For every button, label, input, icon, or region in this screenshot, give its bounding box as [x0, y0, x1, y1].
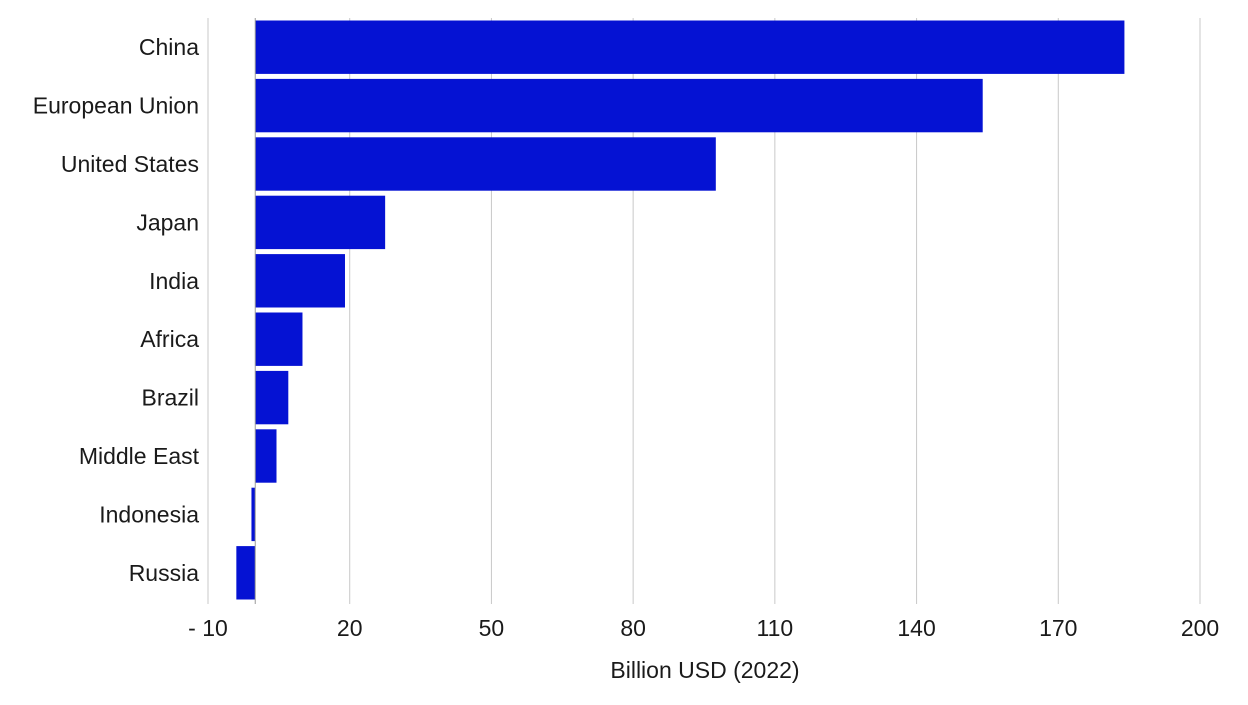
- bar: [255, 20, 1125, 74]
- category-label: Japan: [136, 209, 199, 235]
- x-tick-label: 170: [1039, 615, 1077, 641]
- x-tick-label: - 10: [188, 615, 228, 641]
- x-tick-label: 140: [897, 615, 935, 641]
- x-tick-label: 20: [337, 615, 363, 641]
- category-label: Africa: [140, 326, 199, 352]
- bar: [255, 78, 983, 133]
- category-label: Russia: [129, 560, 200, 586]
- category-label: Indonesia: [99, 501, 199, 527]
- category-label: India: [149, 268, 199, 294]
- x-axis-title: Billion USD (2022): [610, 657, 799, 683]
- category-label: Brazil: [141, 385, 199, 411]
- bar: [255, 312, 303, 366]
- bar: [255, 429, 277, 483]
- category-label: European Union: [33, 93, 199, 119]
- x-tick-label: 80: [620, 615, 646, 641]
- bar: [255, 137, 716, 191]
- category-labels: China European Union United States Japan Ind…: [33, 34, 200, 586]
- bar: [236, 546, 256, 600]
- category-label: United States: [61, 151, 199, 177]
- category-label: Middle East: [79, 443, 200, 469]
- bar: [251, 487, 256, 542]
- bar: [255, 254, 345, 308]
- category-label: China: [139, 34, 199, 60]
- x-tick-label: 200: [1181, 615, 1219, 641]
- x-tick-labels: - 10 20 50 80 110 140 170 200: [188, 615, 1219, 641]
- bar: [255, 195, 386, 250]
- x-tick-label: 50: [479, 615, 505, 641]
- bars: [236, 20, 1125, 600]
- x-tick-label: 110: [757, 615, 794, 641]
- bar: [255, 370, 289, 425]
